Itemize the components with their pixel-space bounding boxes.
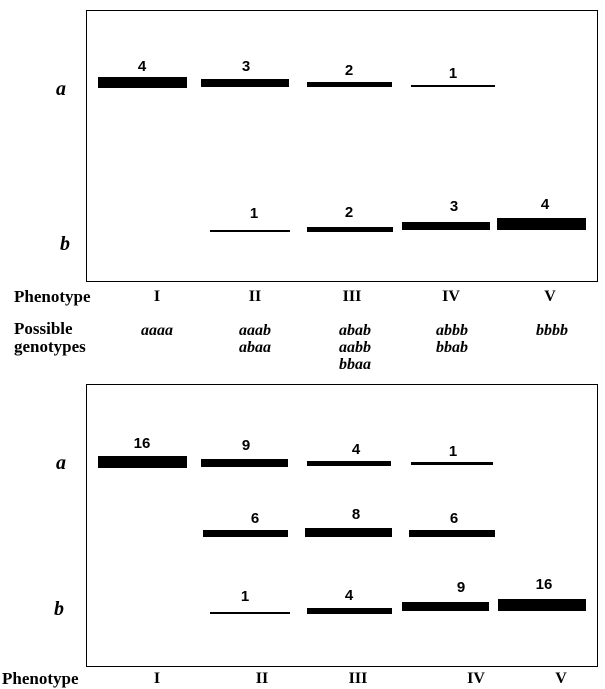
phenotype-2-I: I <box>153 670 161 687</box>
bottom-count-a-II: 9 <box>241 437 251 454</box>
genotype-IV-1: bbab <box>436 339 468 356</box>
bottom-count-b-III: 4 <box>344 587 354 604</box>
top-count-b-IV: 3 <box>449 198 459 215</box>
genotypes-label-line1: Possible <box>14 319 73 338</box>
bottom-band-a-II <box>201 459 288 467</box>
genotype-IV-0: abbb <box>436 322 468 339</box>
top-count-b-V: 4 <box>540 196 550 213</box>
bottom-band-ab-III <box>305 528 392 537</box>
bottom-band-b-V <box>498 599 586 611</box>
bottom-band-ab-IV <box>409 530 495 537</box>
genotypes-V: bbbb <box>536 322 568 339</box>
bottom-count-a-III: 4 <box>351 441 361 458</box>
top-band-b-II <box>210 230 290 232</box>
bottom-count-ab-II: 6 <box>250 510 260 527</box>
genotypes-label: Possible genotypes <box>14 320 86 356</box>
genotype-I-0: aaaa <box>141 322 173 339</box>
genotype-II-1: abaa <box>239 339 271 356</box>
top-allele-a-label: a <box>56 78 66 100</box>
genotypes-III: abab aabb bbaa <box>339 322 371 373</box>
bottom-band-a-IV <box>411 462 493 465</box>
phenotype-label-2: Phenotype <box>2 669 79 688</box>
bottom-count-b-II: 1 <box>240 588 250 605</box>
top-band-a-III <box>307 82 392 87</box>
bottom-band-a-III <box>307 461 391 466</box>
top-gel-panel <box>86 10 598 282</box>
genotypes-I: aaaa <box>141 322 173 339</box>
bottom-band-ab-II <box>203 530 288 537</box>
phenotype-1-II: II <box>248 288 262 305</box>
bottom-allele-b-label: b <box>54 598 64 620</box>
top-count-a-II: 3 <box>241 58 251 75</box>
bottom-gel-panel <box>86 384 598 667</box>
top-band-a-IV <box>411 85 495 87</box>
bottom-count-ab-III: 8 <box>351 506 361 523</box>
phenotype-2-IV: IV <box>467 670 485 687</box>
bottom-band-b-IV <box>402 602 489 611</box>
top-count-a-III: 2 <box>344 62 354 79</box>
top-band-b-III <box>307 227 393 232</box>
phenotype-1-I: I <box>153 288 161 305</box>
phenotype-1-III: III <box>342 288 362 305</box>
genotype-III-2: bbaa <box>339 356 371 373</box>
phenotype-1-IV: IV <box>442 288 460 305</box>
top-count-a-IV: 1 <box>448 65 458 82</box>
top-count-b-II: 1 <box>249 205 259 222</box>
genotypes-label-line2: genotypes <box>14 337 86 356</box>
genotypes-II: aaab abaa <box>239 322 271 356</box>
bottom-count-b-V: 16 <box>535 576 553 593</box>
bottom-count-a-IV: 1 <box>448 443 458 460</box>
top-count-b-III: 2 <box>344 204 354 221</box>
top-band-b-V <box>497 218 586 230</box>
bottom-band-a-I <box>98 456 187 468</box>
phenotype-2-II: II <box>255 670 269 687</box>
top-allele-b-label: b <box>60 233 70 255</box>
bottom-count-a-I: 16 <box>133 435 151 452</box>
genotypes-IV: abbb bbab <box>436 322 468 356</box>
genotype-III-0: abab <box>339 322 371 339</box>
top-band-a-I <box>98 77 187 88</box>
top-count-a-I: 4 <box>137 58 147 75</box>
genotype-V-0: bbbb <box>536 322 568 339</box>
phenotype-2-III: III <box>348 670 368 687</box>
genotype-II-0: aaab <box>239 322 271 339</box>
phenotype-2-V: V <box>555 670 567 687</box>
bottom-count-b-IV: 9 <box>456 579 466 596</box>
top-band-b-IV <box>402 222 490 230</box>
phenotype-1-V: V <box>544 288 556 305</box>
genotype-III-1: aabb <box>339 339 371 356</box>
bottom-allele-a-label: a <box>56 452 66 474</box>
bottom-count-ab-IV: 6 <box>449 510 459 527</box>
bottom-band-b-III <box>307 608 392 614</box>
bottom-band-b-II <box>210 612 290 614</box>
top-band-a-II <box>201 79 289 87</box>
phenotype-label-1: Phenotype <box>14 287 91 306</box>
